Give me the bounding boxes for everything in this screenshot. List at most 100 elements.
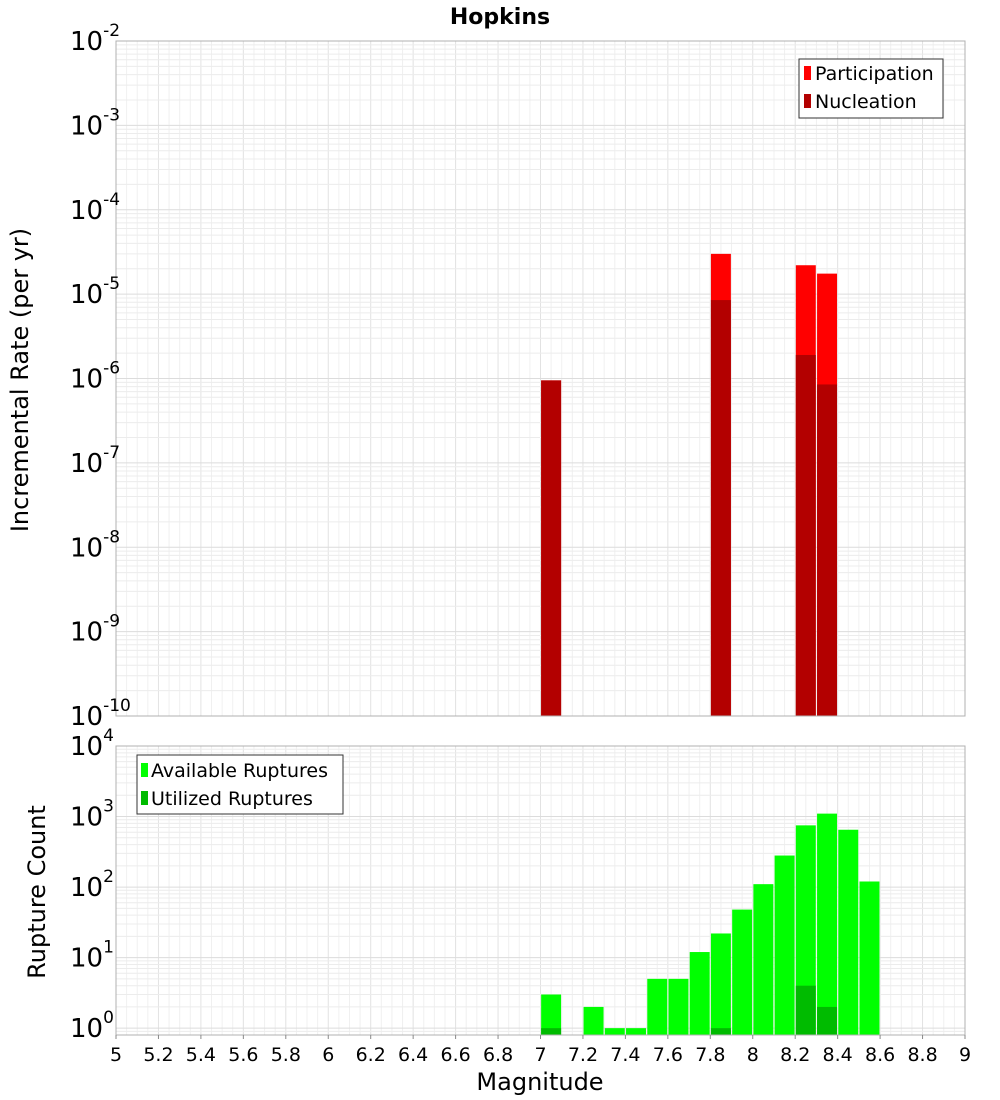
x-tick-label: 5.8 [271,1044,301,1066]
bar-available-ruptures [604,1028,625,1035]
legend-label-nucleation: Nucleation [815,91,917,113]
y-tick-label: 10-6 [70,359,120,395]
legend-swatch-utilized-ruptures [141,791,148,805]
x-tick-label: 7.8 [695,1044,725,1066]
y-tick-exponent: 0 [103,1008,114,1028]
bar-available-ruptures [795,825,816,1035]
y-tick-exponent: 4 [103,726,114,746]
y-tick-base: 10 [70,111,103,141]
bar-available-ruptures [626,1028,646,1035]
y-tick-base: 10 [70,449,103,479]
x-tick-label: 5.6 [228,1044,258,1066]
y-tick-label: 104 [70,726,114,762]
top-grid [115,40,966,717]
x-tick-label: 8.6 [865,1044,895,1066]
y-tick-exponent: -2 [103,21,120,41]
bar-utilized-ruptures [817,1006,838,1035]
y-tick-base: 10 [70,280,103,310]
y-tick-base: 10 [70,702,103,732]
bar-available-ruptures [838,829,859,1035]
y-tick-exponent: 3 [103,797,114,817]
y-tick-base: 10 [70,944,103,974]
y-tick-base: 10 [70,196,103,226]
x-ticks: 5 5.2 5.4 5.6 5.8 6 6.2 6.4 6.6 6.8 7 7.2 7.4 7.6 7.8 8… [110,1035,971,1066]
bottom-legend: Available Ruptures Utilized Ruptures [136,754,344,815]
x-tick-label: 7.6 [653,1044,683,1066]
y-tick-base: 10 [70,732,103,762]
bar-nucleation [710,300,731,716]
bar-utilized-ruptures [710,1028,731,1035]
x-tick-label: 8.2 [780,1044,810,1066]
bar-nucleation [795,354,816,716]
bar-nucleation [817,384,838,716]
y-tick-label: 100 [70,1008,114,1044]
y-tick-exponent: 1 [103,938,114,958]
bar-utilized-ruptures [795,985,816,1035]
bar-available-ruptures [710,933,731,1035]
legend-label-participation: Participation [815,63,934,85]
y-tick-label: 10-10 [70,696,131,732]
x-axis-title: Magnitude [476,1068,603,1096]
bar-available-ruptures [647,978,668,1035]
y-tick-label: 10-5 [70,274,120,310]
x-tick-label: 7.4 [610,1044,640,1066]
y-tick-base: 10 [70,1014,103,1044]
bar-available-ruptures [859,881,880,1035]
bottom-bars [541,813,880,1035]
bar-available-ruptures [774,855,795,1035]
x-tick-label: 6.6 [440,1044,470,1066]
bottom-y-axis-title: Rupture Count [23,805,51,979]
y-tick-base: 10 [70,365,103,395]
x-tick-label: 8.4 [823,1044,853,1066]
x-tick-label: 6 [322,1044,334,1066]
chart-title: Hopkins [450,5,550,30]
x-tick-label: 5.4 [186,1044,216,1066]
legend-label-available-ruptures: Available Ruptures [151,760,328,782]
y-tick-exponent: -4 [103,190,120,210]
bar-available-ruptures [753,884,774,1035]
x-tick-label: 6.2 [356,1044,386,1066]
y-tick-label: 103 [70,797,114,833]
y-tick-exponent: -9 [103,612,120,632]
bar-available-ruptures [541,994,562,1035]
bar-available-ruptures [668,978,689,1035]
y-tick-base: 10 [70,618,103,648]
y-tick-base: 10 [70,533,103,563]
y-tick-label: 102 [70,867,114,903]
bar-available-ruptures [583,1006,604,1035]
top-legend: Participation Nucleation [798,58,944,119]
y-tick-label: 10-8 [70,527,120,563]
x-tick-label: 6.4 [398,1044,428,1066]
y-tick-label: 10-9 [70,612,120,648]
y-tick-exponent: -6 [103,359,120,379]
bar-available-ruptures [689,952,710,1035]
y-tick-exponent: -3 [103,105,120,125]
x-tick-label: 5 [110,1044,122,1066]
x-tick-label: 5.2 [143,1044,173,1066]
y-tick-label: 10-4 [70,190,120,226]
top-bars [541,253,838,716]
bar-nucleation [541,380,562,716]
y-tick-exponent: -7 [103,443,120,463]
legend-swatch-nucleation [804,94,811,108]
legend-swatch-available-ruptures [141,763,148,777]
top-y-axis-title: Incremental Rate (per yr) [6,228,34,532]
x-tick-label: 7 [534,1044,546,1066]
y-tick-exponent: -5 [103,274,120,294]
legend-swatch-participation [804,66,811,80]
top-plot-border [115,40,966,717]
x-tick-label: 8.8 [907,1044,937,1066]
bar-available-ruptures [817,813,838,1035]
y-tick-base: 10 [70,803,103,833]
x-tick-label: 9 [959,1044,971,1066]
y-tick-base: 10 [70,873,103,903]
x-tick-label: 6.8 [483,1044,513,1066]
bar-utilized-ruptures [541,1028,562,1035]
y-tick-label: 10-2 [70,21,120,57]
legend-label-utilized-ruptures: Utilized Ruptures [151,788,313,810]
